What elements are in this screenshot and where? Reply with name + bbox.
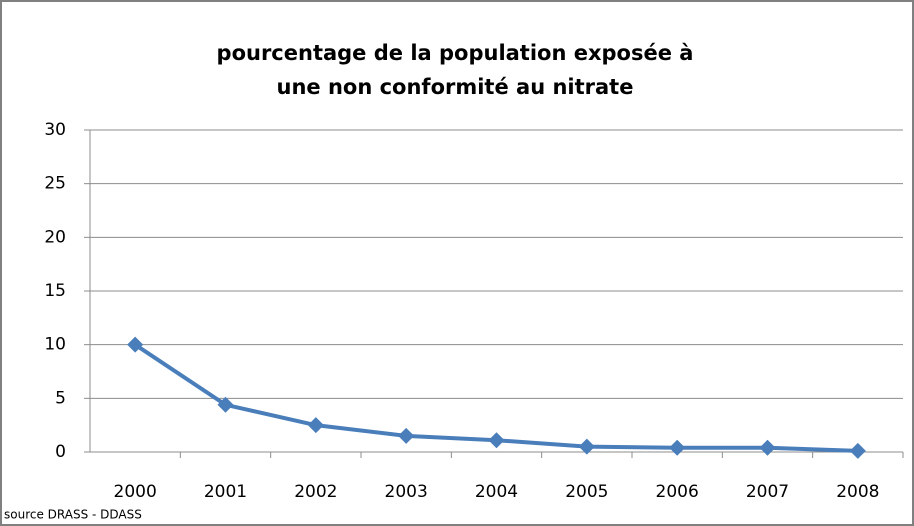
- data-point: [488, 432, 505, 449]
- data-point: [578, 438, 595, 455]
- y-tick-label: 20: [44, 227, 66, 247]
- data-point: [217, 396, 234, 413]
- x-tick-label: 2008: [836, 482, 879, 502]
- x-tick-label: 2005: [565, 482, 608, 502]
- chart-title: pourcentage de la population exposée à u…: [216, 41, 694, 99]
- data-point: [398, 427, 415, 444]
- x-tick-label: 2000: [114, 482, 157, 502]
- x-tick-label: 2007: [746, 482, 789, 502]
- x-tick-label: 2002: [294, 482, 337, 502]
- y-tick-label: 0: [55, 442, 66, 462]
- x-tick-label: 2003: [385, 482, 428, 502]
- y-tick-label: 25: [44, 174, 66, 194]
- y-tick-label: 30: [44, 120, 66, 140]
- data-point: [127, 336, 144, 353]
- x-tick-label: 2004: [475, 482, 518, 502]
- data-point: [759, 439, 776, 456]
- x-tick-label: 2001: [204, 482, 247, 502]
- source-note: source DRASS - DDASS: [4, 508, 142, 522]
- y-tick-label: 5: [55, 388, 66, 408]
- y-tick-label: 10: [44, 335, 66, 355]
- y-tick-label: 15: [44, 281, 66, 301]
- x-tick-label: 2006: [656, 482, 699, 502]
- data-point: [307, 417, 324, 434]
- data-point: [849, 442, 866, 459]
- data-point: [669, 439, 686, 456]
